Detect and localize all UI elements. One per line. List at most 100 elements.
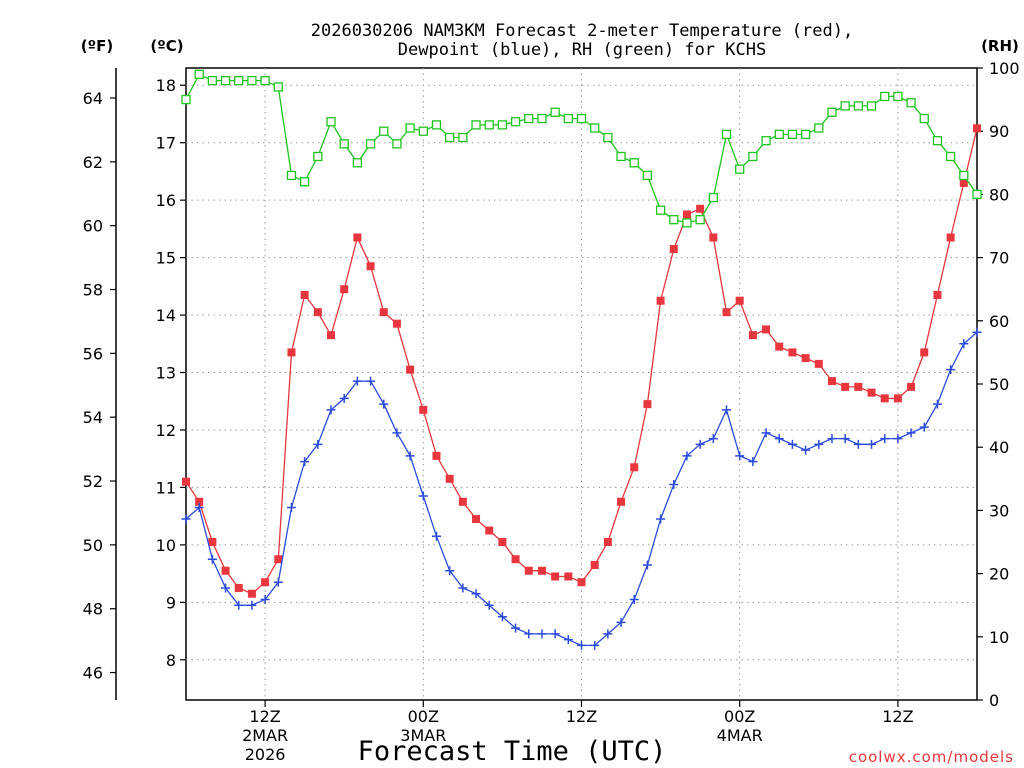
dewpoint-point xyxy=(247,600,257,610)
2-meter-temperature-point xyxy=(247,589,256,598)
rh-point xyxy=(721,129,732,140)
rh-point xyxy=(932,136,943,146)
dewpoint-point xyxy=(932,399,942,409)
rh-tick-label: 0 xyxy=(989,691,999,710)
rh-point xyxy=(550,107,560,117)
dewpoint-point xyxy=(893,434,903,444)
rh-point xyxy=(695,215,705,225)
rh-point xyxy=(299,177,310,187)
rh-point xyxy=(537,113,547,124)
rh-tick-label: 90 xyxy=(989,122,1009,141)
rh-point xyxy=(405,123,415,133)
2-meter-temperature-point xyxy=(524,566,533,575)
rh-tick-label: 20 xyxy=(989,565,1009,584)
x-tick-date: 3MAR xyxy=(400,726,446,745)
2-meter-temperature-point xyxy=(511,555,520,564)
x-tick-label: 12Z xyxy=(566,707,597,726)
dewpoint-point xyxy=(471,589,481,599)
2-meter-temperature-point xyxy=(801,354,810,363)
celsius-tick-label: 18 xyxy=(156,76,176,95)
rh-point xyxy=(524,113,534,124)
rh-point xyxy=(234,75,244,86)
2-meter-temperature-point xyxy=(946,233,955,242)
x-tick-label: 12Z xyxy=(249,707,280,726)
dewpoint-point xyxy=(748,457,758,467)
2-meter-temperature-point xyxy=(485,526,494,535)
2-meter-temperature-point xyxy=(498,538,507,546)
rh-point xyxy=(814,123,824,133)
celsius-axis-label: (ºC) xyxy=(150,37,183,55)
rh-point xyxy=(497,120,508,130)
2-meter-temperature-point xyxy=(682,210,691,219)
series-layer xyxy=(181,69,982,650)
x-tick-date: 2MAR xyxy=(242,726,288,745)
dewpoint-point xyxy=(853,439,863,449)
2-meter-temperature-point xyxy=(577,578,586,587)
2-meter-temperature-point xyxy=(880,394,889,403)
2-meter-temperature-point xyxy=(841,382,850,391)
rh-point xyxy=(972,189,982,200)
rh-point xyxy=(220,75,231,86)
dewpoint-point xyxy=(234,600,244,610)
dewpoint-point xyxy=(919,422,929,432)
fahrenheit-tick-label: 52 xyxy=(83,472,103,491)
dewpoint-point xyxy=(735,451,745,461)
rh-point xyxy=(919,113,929,124)
rh-tick-label: 10 xyxy=(989,628,1009,647)
dewpoint-point xyxy=(339,393,349,403)
dewpoint-point xyxy=(787,439,797,449)
rh-point xyxy=(893,91,903,102)
2-meter-temperature-point xyxy=(274,555,283,564)
rh-point xyxy=(906,98,916,108)
dewpoint-point xyxy=(497,612,507,622)
2-meter-temperature-point xyxy=(920,348,929,357)
rh-point xyxy=(260,75,270,86)
2-meter-temperature-point xyxy=(392,319,401,328)
dewpoint-point xyxy=(629,594,639,604)
2-meter-temperature-point xyxy=(907,382,916,391)
2-meter-temperature-point xyxy=(762,325,771,334)
2-meter-temperature-point xyxy=(788,348,797,357)
2-meter-temperature-point xyxy=(472,515,481,524)
rh-point xyxy=(840,101,850,111)
rh-point xyxy=(352,158,363,168)
rh-point xyxy=(787,129,798,140)
dewpoint-point xyxy=(431,531,441,541)
fahrenheit-tick-label: 56 xyxy=(83,344,103,363)
x-tick-label: 12Z xyxy=(882,707,913,726)
dewpoint-point xyxy=(537,629,547,639)
dewpoint-point xyxy=(484,600,494,610)
fahrenheit-tick-label: 64 xyxy=(83,89,103,108)
chart-title: 2026030206 NAM3KM Forecast 2-meter Tempe… xyxy=(311,21,853,41)
2-meter-temperature-point xyxy=(287,348,296,357)
dewpoint-point xyxy=(458,583,468,593)
2-meter-temperature-point xyxy=(551,572,560,581)
dewpoint-point xyxy=(273,577,283,587)
2-meter-temperature-point xyxy=(221,566,230,575)
dewpoint-point xyxy=(326,405,336,415)
rh-point xyxy=(563,113,573,124)
2-meter-temperature-point xyxy=(445,474,454,483)
2-meter-temperature-point xyxy=(603,538,612,546)
2-meter-temperature-point xyxy=(590,560,599,569)
dewpoint-point xyxy=(840,434,850,444)
rh-point xyxy=(669,215,679,225)
2-meter-temperature-point xyxy=(696,204,705,213)
rh-point xyxy=(181,94,191,105)
rh-point xyxy=(326,117,336,127)
dewpoint-point xyxy=(194,503,204,513)
dewpoint-point xyxy=(708,434,718,444)
x-tick-label: 00Z xyxy=(724,707,755,726)
2-meter-temperature-point xyxy=(234,583,243,592)
rh-point xyxy=(827,107,837,117)
dewpoint-point xyxy=(524,629,534,639)
2-meter-temperature-point xyxy=(419,405,428,414)
dewpoint-point xyxy=(366,376,376,386)
rh-axis-label: (RH) xyxy=(981,37,1019,55)
fahrenheit-tick-label: 58 xyxy=(83,281,103,300)
rh-point xyxy=(682,218,692,228)
dewpoint-point xyxy=(550,629,560,639)
dewpoint-point xyxy=(221,583,231,593)
rh-tick-label: 50 xyxy=(989,375,1009,394)
2-meter-temperature-point xyxy=(735,296,744,305)
